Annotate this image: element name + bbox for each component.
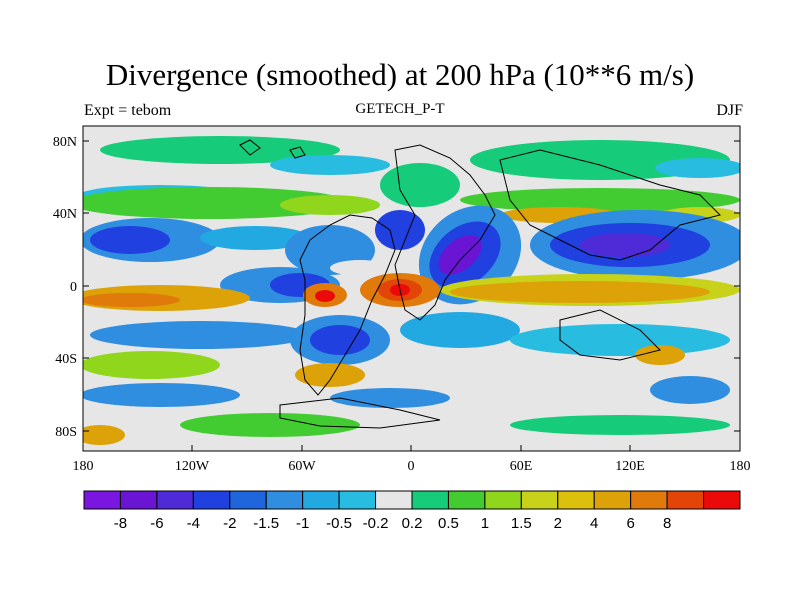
- colorbar-label: 1: [481, 515, 489, 532]
- colorbar-box: [593, 490, 632, 510]
- divergence-map: 80N 40N 0 40S 80S 180 120W 60W 0 60E 120…: [53, 125, 751, 474]
- colorbar-box: [703, 490, 741, 510]
- y-tick-label: 80S: [55, 425, 77, 440]
- colorbar-box: [411, 490, 449, 510]
- colorbar-box: [156, 490, 194, 510]
- contour-fill: [83, 126, 740, 445]
- colorbar-box: [666, 490, 705, 510]
- colorbar-box: [447, 490, 486, 510]
- colorbar-box: [302, 490, 340, 510]
- x-tick-label: 180: [730, 459, 751, 474]
- season-label: DJF: [716, 102, 743, 119]
- y-tick-label: 40N: [53, 207, 77, 222]
- colorbar-label: 0.2: [402, 515, 423, 532]
- colorbar-box: [83, 490, 121, 510]
- colorbar-label: 6: [626, 515, 634, 532]
- colorbar-box: [338, 490, 377, 510]
- colorbar-box: [630, 490, 668, 510]
- y-tick-label: 0: [70, 280, 77, 295]
- colorbar-label: -0.2: [363, 515, 389, 532]
- map-title: Divergence (smoothed) at 200 hPa (10**6 …: [105, 57, 695, 92]
- colorbar-label: -1.5: [253, 515, 279, 532]
- x-tick-label: 0: [408, 459, 415, 474]
- axis-ticks: [82, 140, 741, 451]
- y-tick-label: 40S: [55, 352, 77, 367]
- colorbar-label: 2: [554, 515, 562, 532]
- colorbar-box: [119, 490, 158, 510]
- colorbar-label: 8: [663, 515, 671, 532]
- x-tick-label: 60E: [510, 459, 533, 474]
- colorbar-label: 1.5: [511, 515, 532, 532]
- experiment-label: Expt = tebom: [84, 102, 172, 119]
- map-subtitle: GETECH_P-T: [355, 101, 445, 117]
- colorbar-label: -0.5: [326, 515, 352, 532]
- x-tick-label: 60W: [288, 459, 316, 474]
- colorbar-label: -1: [296, 515, 309, 532]
- y-tick-label: 80N: [53, 135, 77, 150]
- colorbar-box: [375, 490, 413, 510]
- colorbar-label: -8: [114, 515, 127, 532]
- colorbar-box: [484, 490, 522, 510]
- colorbar-labels: -8 -6 -4 -2 -1.5 -1 -0.5 -0.2 0.2 0.5 1 1.5 2 4 6 8: [114, 515, 672, 532]
- coastlines: [239, 139, 721, 429]
- x-tick-label: 120E: [615, 459, 645, 474]
- colorbar-label: -2: [223, 515, 236, 532]
- colorbar-box: [229, 490, 267, 510]
- colorbar: [83, 490, 741, 510]
- colorbar-box: [265, 490, 304, 510]
- colorbar-label: -6: [150, 515, 163, 532]
- colorbar-box: [520, 490, 559, 510]
- colorbar-label: 4: [590, 515, 598, 532]
- x-tick-label: 120W: [175, 459, 210, 474]
- x-tick-label: 180: [73, 459, 94, 474]
- colorbar-label: 0.5: [438, 515, 459, 532]
- colorbar-box: [557, 490, 595, 510]
- colorbar-label: -4: [187, 515, 200, 532]
- colorbar-box: [192, 490, 231, 510]
